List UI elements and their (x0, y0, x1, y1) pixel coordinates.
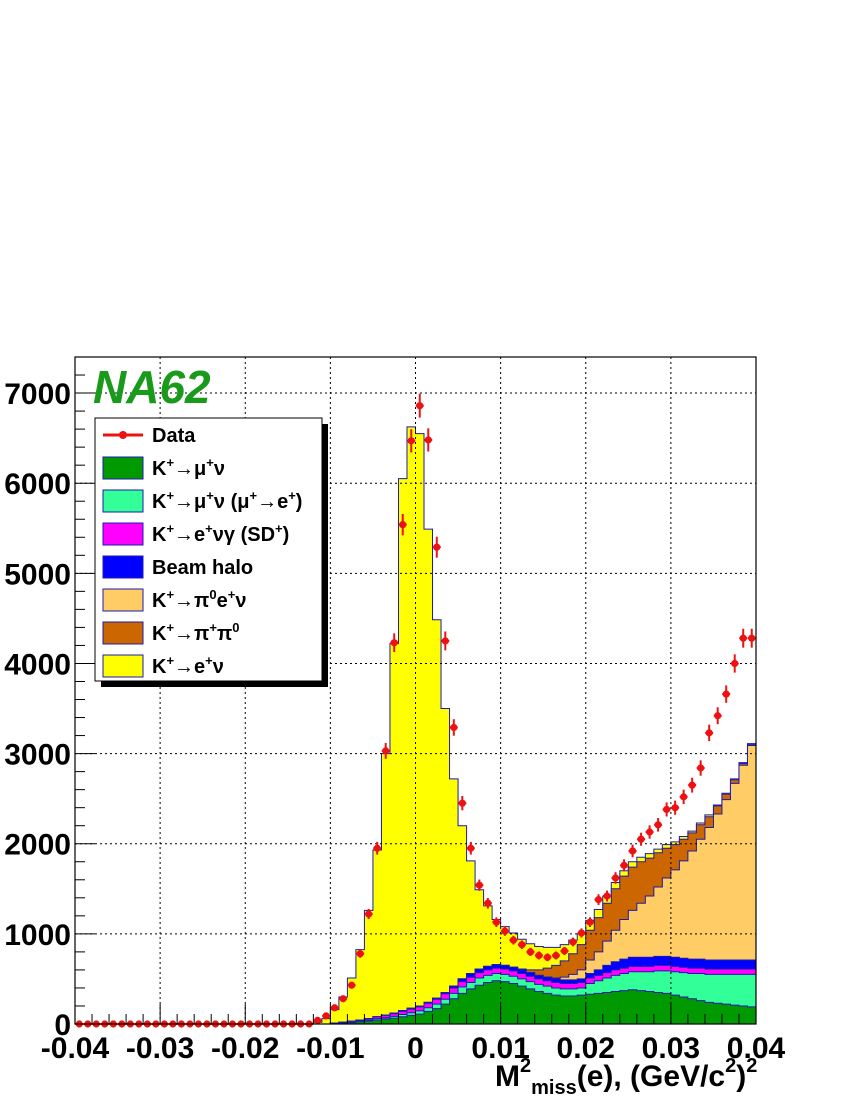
x-tick-label: 0.02 (557, 1032, 615, 1065)
data-point (415, 393, 424, 418)
y-tick-label: 1000 (4, 919, 71, 952)
data-point (534, 951, 543, 960)
data-point (398, 513, 407, 536)
legend-label: K+→μ+ν (μ+→e+) (152, 488, 302, 513)
x-tick-label: 0 (407, 1032, 424, 1065)
data-point (560, 946, 569, 956)
legend-label: K+→π+π0 (152, 620, 240, 645)
y-tick-label: 4000 (4, 648, 71, 681)
data-point (577, 928, 586, 938)
legend-label: Beam halo (152, 557, 253, 579)
legend-entry-halo: Beam halo (102, 555, 253, 579)
data-point (500, 926, 509, 936)
data-point (739, 628, 748, 648)
data-point (713, 707, 722, 725)
legend-label: K+→e+νγ (SD+) (152, 521, 289, 546)
legend-label: Data (152, 425, 196, 447)
data-point (551, 951, 560, 960)
x-tick-label: -0.04 (41, 1032, 110, 1065)
data-point (526, 947, 535, 956)
legend-label: K+→e+ν (152, 653, 224, 678)
legend-entry-ke2: K+→e+ν (102, 653, 224, 678)
x-tick-label: -0.03 (126, 1032, 194, 1065)
legend-entry-kmunu: K+→μ+ν (102, 455, 225, 480)
x-axis-title-text: M2miss(e), (GeV/c2)2 (495, 1055, 757, 1099)
legend: Data K+→μ+ν K+→μ+ν (μ+→e+) K+→e+νγ (SD+) Bea… (94, 417, 328, 687)
data-point (432, 536, 441, 558)
legend-label: K+→π0e+ν (152, 587, 246, 612)
data-point (509, 935, 518, 945)
legend-entry-kenug: K+→e+νγ (SD+) (102, 521, 289, 546)
y-tick-label: 0 (54, 1009, 71, 1042)
data-point (594, 894, 603, 905)
x-tick-label: -0.01 (296, 1032, 364, 1065)
x-tick-label: 0.03 (642, 1032, 700, 1065)
data-point (586, 917, 595, 927)
legend-label: K+→μ+ν (152, 455, 225, 480)
y-tick-label: 2000 (4, 829, 71, 862)
data-point (407, 429, 416, 453)
data-point (322, 1012, 331, 1020)
x-axis-title: M2miss(e), (GeV/c2)2 (495, 1055, 757, 1099)
data-point (603, 890, 612, 902)
data-point (330, 1004, 339, 1012)
data-point (458, 796, 467, 811)
data-point (475, 879, 484, 891)
data-point (679, 789, 688, 805)
data-point (747, 628, 756, 648)
data-point (620, 859, 629, 872)
legend-entry-ke3: K+→π0e+ν (102, 587, 246, 612)
data-point (449, 719, 458, 736)
data-point (722, 685, 731, 703)
x-tick-label: 0.01 (471, 1032, 529, 1065)
data-point (688, 777, 697, 793)
y-tick-label: 5000 (4, 558, 71, 591)
data-point (373, 841, 382, 855)
data-point (424, 428, 433, 452)
data-point (662, 802, 671, 817)
data-point (671, 800, 680, 815)
data-point (356, 949, 365, 958)
data-point (381, 742, 390, 759)
data-point (730, 654, 739, 673)
x-tick-label: -0.02 (211, 1032, 279, 1065)
y-tick-label: 3000 (4, 739, 71, 772)
data-point (390, 633, 399, 653)
data-point (466, 841, 475, 855)
data-point (483, 897, 492, 909)
data-point (568, 937, 577, 947)
data-point (696, 760, 705, 776)
legend-entry-data: Data (103, 425, 196, 447)
legend-entry-k2pi: K+→π+π0 (102, 620, 240, 645)
legend-entry-kmunu_mue: K+→μ+ν (μ+→e+) (102, 488, 302, 513)
data-point (364, 908, 373, 920)
data-point (645, 825, 654, 839)
data-point (705, 724, 714, 742)
data-point (492, 917, 501, 927)
data-point (628, 844, 637, 858)
data-point (611, 872, 620, 884)
data-point (313, 1016, 322, 1024)
data-point (339, 995, 348, 1003)
data-point (347, 981, 356, 989)
watermark-na62: NA62 (93, 361, 211, 413)
data-point (517, 940, 526, 949)
y-tick-label: 7000 (4, 378, 71, 411)
data-point (654, 818, 663, 832)
data-point (543, 953, 552, 962)
data-point (441, 631, 450, 651)
y-tick-label: 6000 (4, 468, 71, 501)
x-tick-label: 0.04 (727, 1032, 786, 1065)
data-point (637, 832, 646, 846)
